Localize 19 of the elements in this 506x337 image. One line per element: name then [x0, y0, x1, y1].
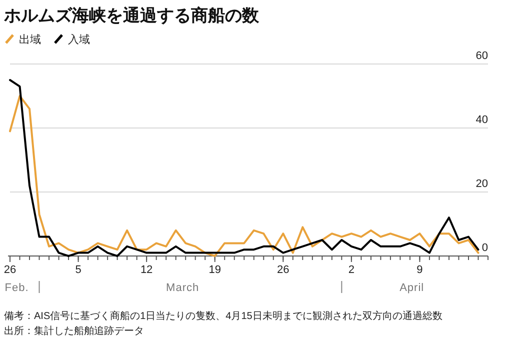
x-tick-label: 12	[140, 264, 153, 276]
x-tick-label: 9	[416, 264, 423, 276]
text: 出所：集計した船舶追跡データ	[4, 325, 144, 337]
chart-title: ホルムズ海峡を通過する商船の数	[3, 6, 260, 25]
text: April	[400, 282, 424, 294]
x-tick-label: 19	[208, 264, 221, 276]
text: Feb.	[4, 282, 29, 294]
x-tick-label: 5	[75, 264, 82, 276]
text: March	[166, 282, 200, 294]
x-tick-label: 26	[277, 264, 290, 276]
y-tick-label: 40	[476, 114, 488, 126]
text: 備考：AIS信号に基づく商船の1日当たりの隻数、4月15日未明までに観測された双方向の通過総数	[4, 310, 442, 322]
y-tick-label: 20	[476, 178, 488, 190]
x-tick-label: 26	[4, 264, 16, 276]
y-tick-label: 60	[476, 50, 488, 62]
legend-label: 入域	[68, 33, 90, 46]
legend-label: 出域	[19, 33, 41, 46]
x-tick-label: 2	[348, 264, 354, 276]
y-tick-label: 0	[482, 242, 488, 254]
